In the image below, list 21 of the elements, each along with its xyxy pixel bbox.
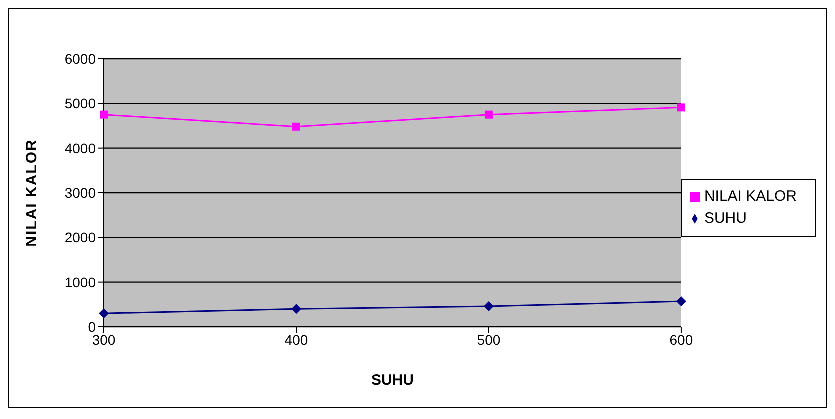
point bbox=[484, 301, 494, 312]
point bbox=[99, 308, 109, 319]
y-tick-label: 5000 bbox=[64, 96, 96, 112]
x-axis-title: SUHU bbox=[371, 372, 414, 389]
point bbox=[292, 122, 300, 131]
legend-label: SUHU bbox=[704, 210, 747, 227]
point bbox=[291, 304, 302, 314]
y-tick-label: 3000 bbox=[64, 184, 96, 201]
y-tick-label: 6000 bbox=[64, 50, 96, 67]
y-tick-label: 1000 bbox=[64, 274, 96, 290]
point bbox=[100, 110, 108, 119]
x-tick-label: 500 bbox=[477, 332, 501, 348]
point bbox=[677, 104, 686, 112]
y-tick-label: 2000 bbox=[64, 230, 96, 246]
x-tick-label: 600 bbox=[670, 332, 694, 348]
x-tick-label: 400 bbox=[284, 332, 308, 348]
y-axis-title: NILAI KALOR bbox=[23, 139, 40, 247]
point bbox=[484, 110, 493, 119]
point bbox=[676, 296, 686, 307]
y-tick-label: 4000 bbox=[64, 140, 96, 156]
legend-label: NILAI KALOR bbox=[704, 188, 797, 205]
